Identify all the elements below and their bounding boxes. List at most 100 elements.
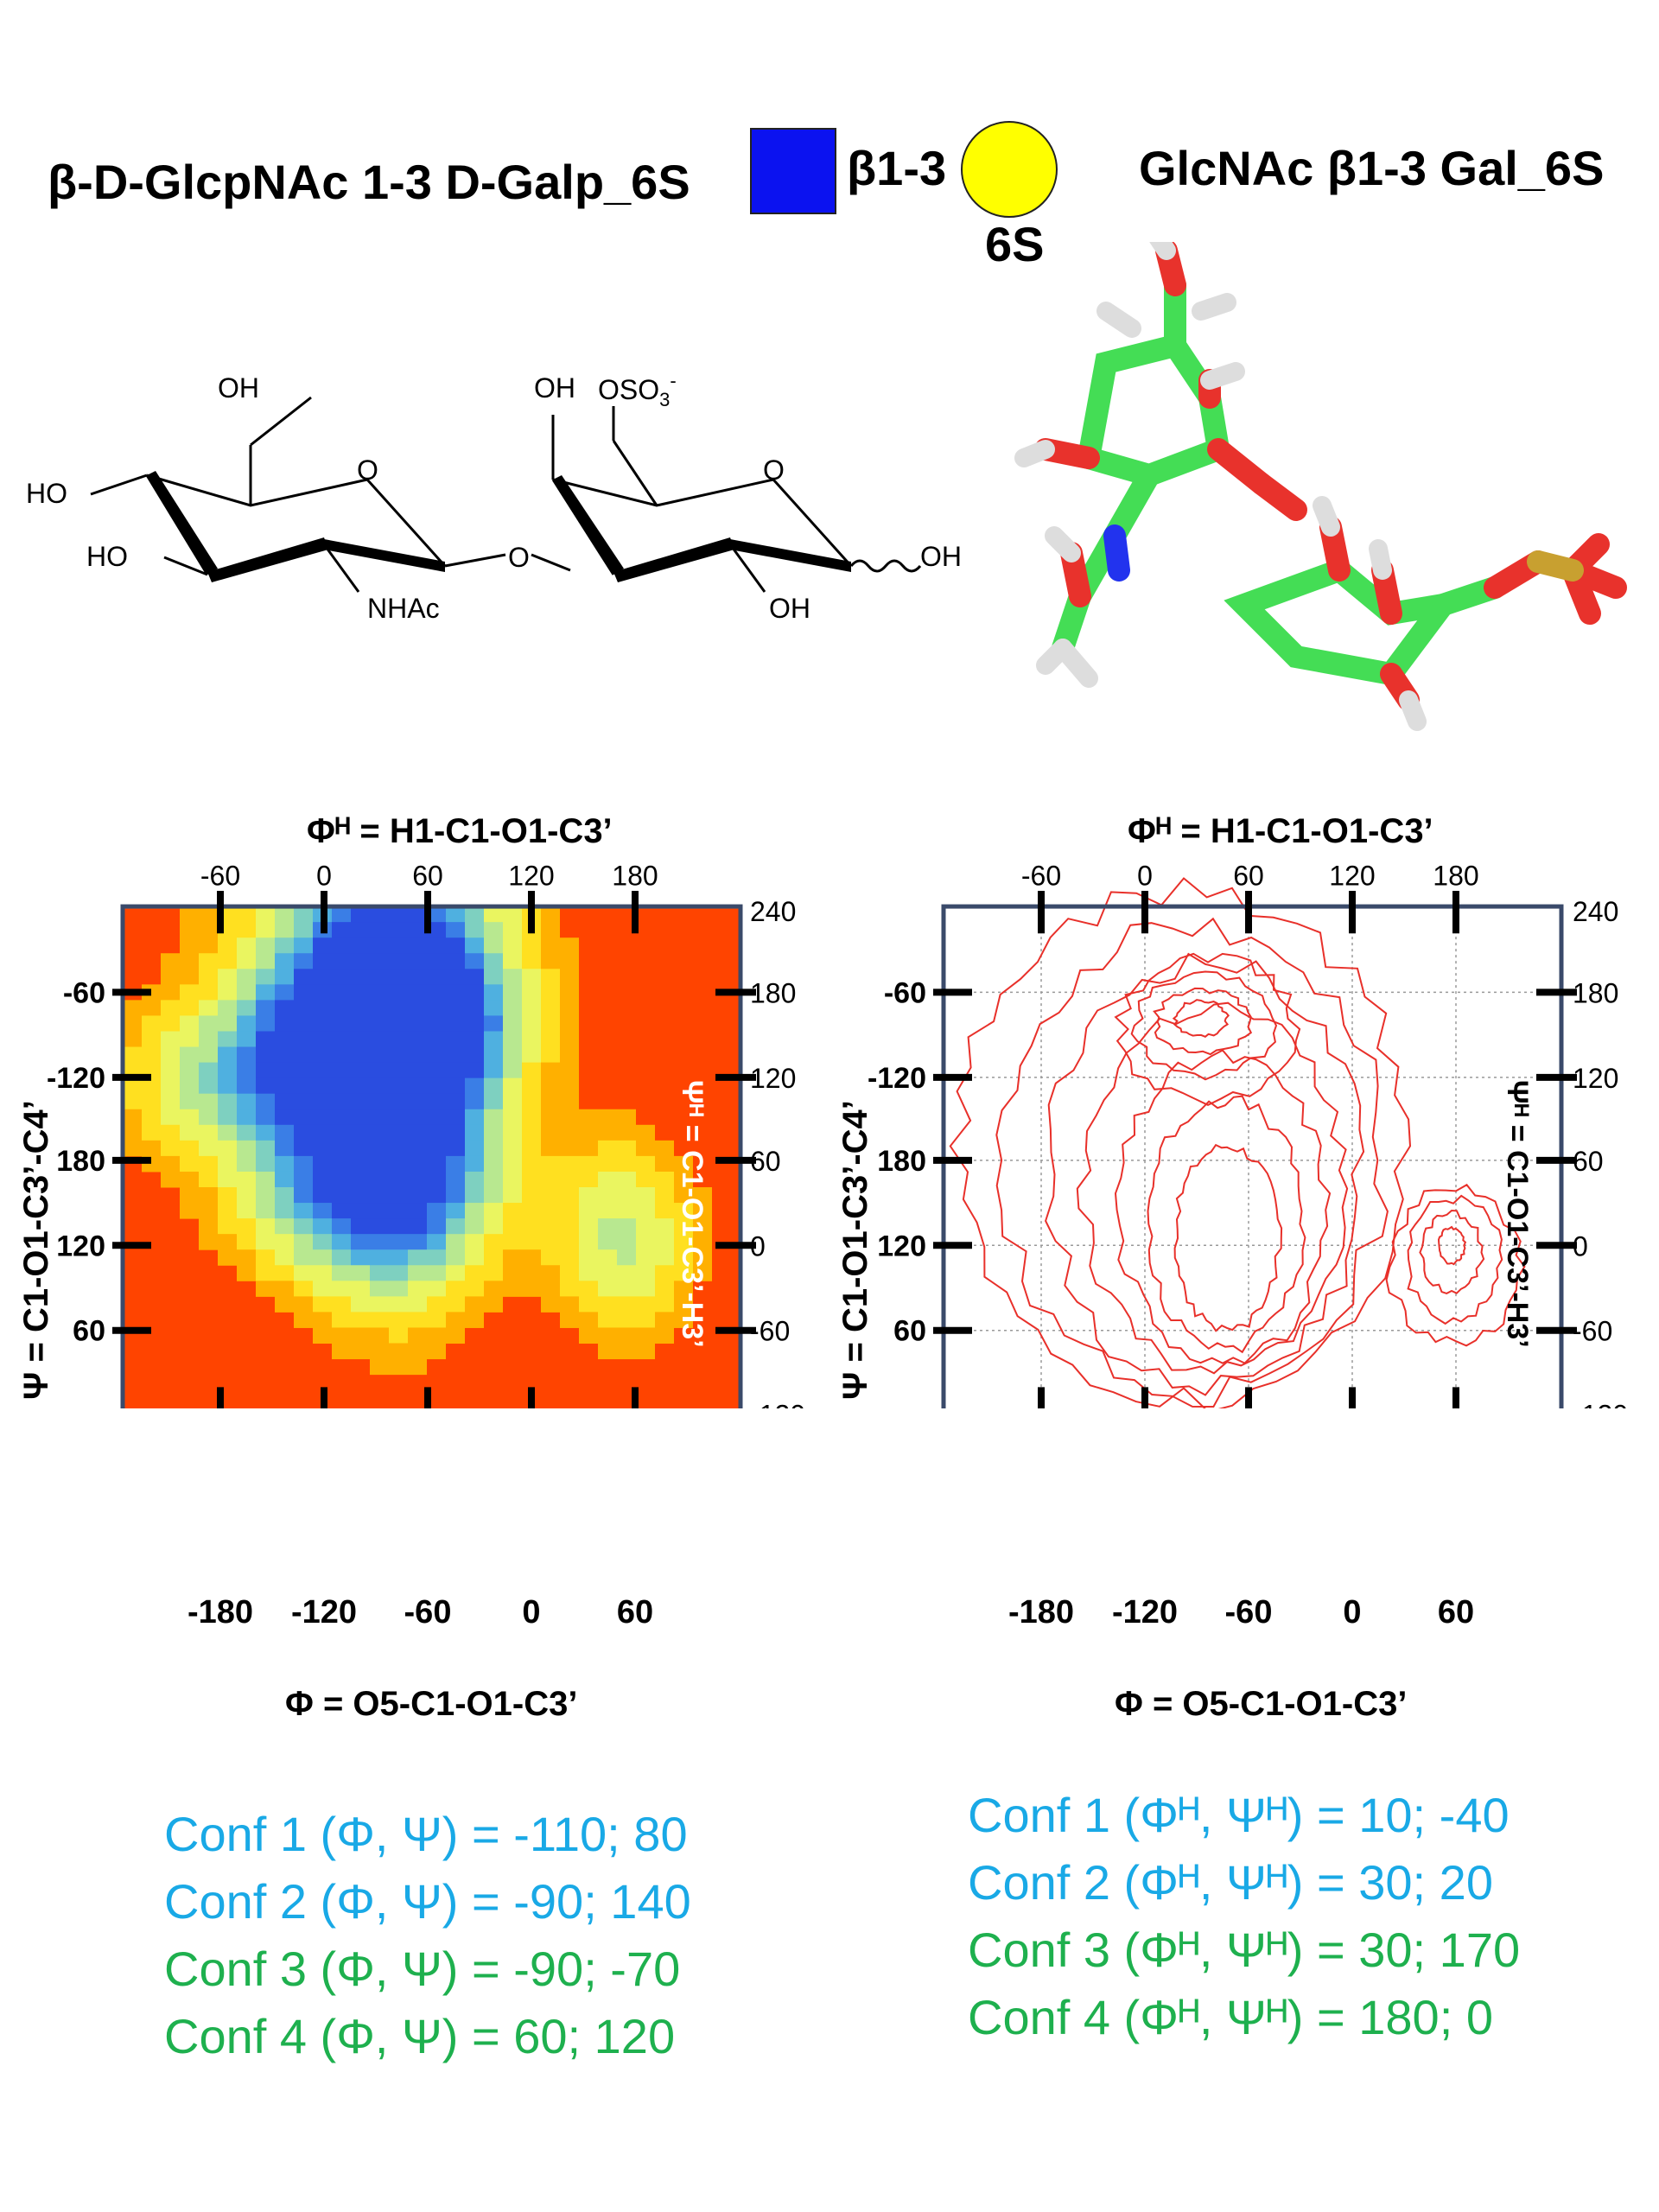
heatmap-cell [655,1171,674,1188]
heatmap-cell [294,1046,313,1064]
heatmap-cell [655,1281,674,1297]
heatmap-cell [199,984,218,1001]
heatmap-cell [199,1093,218,1110]
heatmap-cell [389,1234,408,1250]
heatmap-cell [579,1218,598,1235]
heatmap-cell [484,1171,503,1188]
heatmap-cell [180,906,199,923]
heatmap-cell [484,922,503,938]
heatmap-cell [370,922,389,938]
heatmap-cell [237,1124,256,1141]
heatmap-cell [579,1281,598,1297]
heatmap-cell [161,1171,180,1188]
heatmap-cell [313,1203,332,1219]
heatmap-cell [522,1249,541,1266]
heatmap-cell [541,1109,560,1126]
heatmap-cell [560,1265,579,1281]
heatmap-cell [199,938,218,954]
heatmap-cell [123,1046,142,1064]
heatmap-cell [389,1155,408,1173]
heatmap-cell [693,1218,712,1235]
heatmap-cell [237,1187,256,1204]
heatmap-cell [180,1077,199,1095]
heatmap-cell [370,953,389,969]
heatmap-cell [370,1015,389,1032]
heatmap-cell [294,1249,313,1266]
oh-top1-label: OH [218,372,259,404]
heatmap-cell [655,1155,674,1173]
heatmap-cell [636,1265,655,1281]
heatmap-cell [636,1155,655,1173]
heatmap-cell [484,1218,503,1235]
heatmap-cell [294,1296,313,1313]
heatmap-cell [598,1249,617,1266]
heatmap-cell [351,1046,370,1064]
heatmap-cell [351,1312,370,1328]
heatmap-cell [275,922,294,938]
heatmap-cell [370,984,389,1001]
heatmap-cell [541,969,560,985]
heatmap-cell [408,1327,427,1344]
heatmap-cell [674,1265,693,1281]
heatmap-cell [294,938,313,954]
right-bottom-tick-label-0: -180 [1007,1594,1075,1630]
heatmap-cell [408,1171,427,1188]
heatmap-cell [313,1093,332,1110]
left-plot-bottom-title: Φ = O5-C1-O1-C3’ [285,1685,578,1723]
heatmap-cell [256,1249,275,1266]
right-bottom-tick-label-1: -120 [1111,1594,1179,1630]
heatmap-cell [161,1124,180,1141]
heatmap-cell [313,1187,332,1204]
heatmap-cell [427,906,446,923]
heatmap-cell [313,1296,332,1313]
heatmap-cell [636,1140,655,1157]
heatmap-cell [560,1000,579,1016]
heatmap-cell [655,1265,674,1281]
heatmap-cell [617,1296,636,1313]
heatmap-cell [275,969,294,985]
heatmap-cell [522,1218,541,1235]
heatmap-cell [617,1124,636,1141]
chemical-structure-drawing: OH OH OSO3- HO HO O O O NHAc OH OH [26,370,962,624]
heatmap-cell [560,1046,579,1064]
right-bottom-tick-label-2: -60 [1224,1594,1273,1630]
heatmap-cell [522,1015,541,1032]
heatmap-cell [484,1077,503,1095]
heatmap-cell [294,1281,313,1297]
heatmap-cell [503,1077,522,1095]
heatmap-cell [541,1062,560,1079]
heatmap-cell [408,1093,427,1110]
heatmap-cell [313,1281,332,1297]
right-bottom-tick-label-4: 60 [1437,1594,1475,1630]
heatmap-cell [427,1281,446,1297]
left-conf-2: Conf 2 (Φ, Ψ) = -90; 140 [164,1874,691,1929]
heatmap-cell [389,1046,408,1064]
right-tick-label-2: 120 [1573,1063,1618,1094]
heatmap-cell [465,1203,484,1219]
heatmap-cell [560,1015,579,1032]
heatmap-cell [370,1046,389,1064]
heatmap-cell [484,1093,503,1110]
heatmap-cell [617,1109,636,1126]
heatmap-cell [427,1343,446,1360]
heatmap-cell [370,1140,389,1157]
heatmap-cell [503,1155,522,1173]
heatmap-cell [313,1312,332,1328]
heatmap-cell [408,1187,427,1204]
heatmap-cell [389,1062,408,1079]
heatmap-cell [313,1249,332,1266]
main-contour-3 [1076,1001,1349,1375]
heatmap-cell [256,953,275,969]
heatmap-cell [256,1265,275,1281]
heatmap-cell [560,1031,579,1048]
heatmap-cell [503,1124,522,1141]
right-tick-label-0: 240 [1573,896,1618,927]
heatmap-cell [370,1187,389,1204]
heatmap-cell [446,1077,465,1095]
heatmap-cell [142,1046,161,1064]
heatmap-cell [446,1062,465,1079]
heatmap-cell [389,906,408,923]
heatmap-cell [560,1155,579,1173]
heatmap-cell [427,1031,446,1048]
heatmap-cell [503,1093,522,1110]
